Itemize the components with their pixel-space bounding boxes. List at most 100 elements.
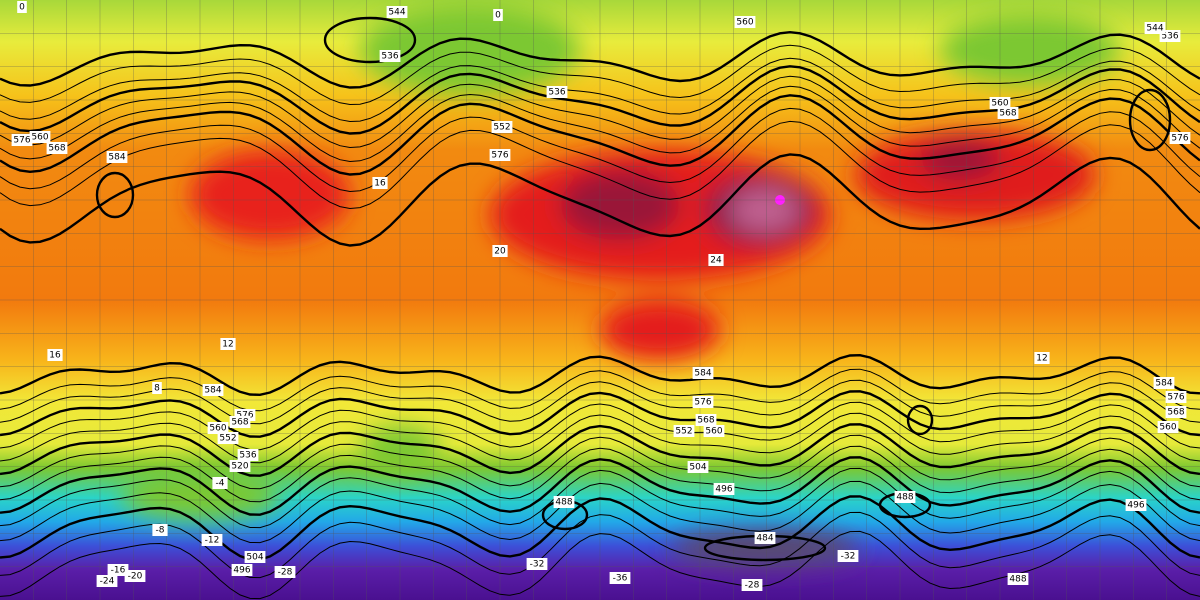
temperature-label-box (741, 579, 763, 591)
height-label: 560 (703, 425, 725, 437)
height-label-box (106, 151, 128, 163)
height-label-text: 560 (991, 99, 1008, 109)
temperature-label: 16 (47, 349, 63, 361)
temperature-label-box (152, 382, 162, 394)
temperature-label-box (837, 550, 859, 562)
temperature-label: 12 (1034, 352, 1050, 364)
temperature-label: -8 (152, 524, 168, 536)
height-label-box (754, 532, 776, 544)
temperature-label: -24 (96, 575, 118, 587)
height-label-box (687, 461, 709, 473)
height-label-text: 488 (896, 493, 913, 503)
contour-ring (323, 16, 417, 64)
temperature-label-text: 0 (495, 11, 501, 21)
contour-line (0, 401, 1200, 451)
temperature-label: -36 (609, 572, 631, 584)
temperature-label-box (526, 558, 548, 570)
temperature-label: 16 (372, 177, 388, 189)
contour-line (0, 511, 1200, 579)
contour-line (0, 412, 1200, 464)
temperature-label-text: -32 (530, 560, 545, 570)
height-label-box (692, 367, 714, 379)
height-label-box (1165, 391, 1187, 403)
temperature-label: 8 (152, 382, 162, 394)
temperature-label: -32 (526, 558, 548, 570)
height-label-text: 576 (491, 151, 508, 161)
height-label-text: 544 (388, 8, 405, 18)
height-label-text: 504 (689, 463, 706, 473)
contour-line (0, 390, 1200, 438)
temperature-label: -32 (837, 550, 859, 562)
temperature-label-text: -32 (841, 552, 856, 562)
height-label-text: 536 (548, 88, 565, 98)
temperature-label-box (1034, 352, 1050, 364)
height-label-text: 488 (555, 498, 572, 508)
temperature-label: 0 (493, 9, 503, 21)
temperature-label-text: -4 (216, 479, 225, 489)
temperature-label-box (96, 575, 118, 587)
height-label-text: 576 (13, 136, 30, 146)
contour-line (0, 456, 1200, 516)
height-label-box (379, 50, 401, 62)
temperature-label: 0 (17, 1, 27, 13)
height-label-box (692, 396, 714, 408)
height-label-box (29, 131, 51, 143)
temperature-label-text: -28 (745, 581, 760, 591)
height-label: 576 (1169, 132, 1191, 144)
height-label-box (231, 564, 253, 576)
height-label-text: 536 (381, 52, 398, 62)
height-label: 568 (997, 107, 1019, 119)
height-label-box (997, 107, 1019, 119)
contour-line (0, 480, 1200, 544)
height-label-text: 576 (694, 398, 711, 408)
temperature-label-text: 8 (154, 384, 160, 394)
temperature-label-box (107, 564, 129, 576)
contour-ring (1128, 88, 1172, 152)
height-label-box (202, 384, 224, 396)
temperature-label-box (220, 338, 236, 350)
height-label-box (894, 491, 916, 503)
contour-line (0, 30, 1200, 89)
height-label-box (1125, 499, 1147, 511)
height-label: 584 (202, 384, 224, 396)
temperature-label-box (17, 1, 27, 13)
temperature-label: -28 (274, 566, 296, 578)
contour-line (0, 368, 1200, 412)
temperature-label-text: -28 (278, 568, 293, 578)
contour-line (0, 530, 1200, 600)
height-label: 584 (692, 367, 714, 379)
height-label: 552 (217, 432, 239, 444)
height-label-text: 576 (1171, 134, 1188, 144)
contour-labels: 5445365605365445365525765605685765845605… (11, 1, 1191, 591)
temperature-label-text: 20 (494, 247, 506, 257)
height-label: 544 (386, 6, 408, 18)
contour-line (0, 353, 1200, 397)
contour-line (0, 120, 1200, 210)
height-label: 576 (1165, 391, 1187, 403)
height-label-box (491, 121, 513, 133)
height-label-text: 496 (233, 566, 250, 576)
height-label-text: 584 (204, 386, 221, 396)
height-label-box (695, 414, 717, 426)
height-label-box (229, 460, 251, 472)
temperature-label-box (47, 349, 63, 361)
height-label-text: 584 (1155, 379, 1172, 389)
height-label: 568 (695, 414, 717, 426)
temperature-label-box (124, 570, 146, 582)
height-label-text: 560 (736, 18, 753, 28)
temperature-label: -4 (212, 477, 228, 489)
height-label: 496 (231, 564, 253, 576)
height-label: 504 (244, 551, 266, 563)
temperature-label-box (708, 254, 724, 266)
height-label-text: 568 (48, 144, 65, 154)
height-label: 552 (491, 121, 513, 133)
height-label: 584 (1153, 377, 1175, 389)
height-label-text: 568 (1167, 408, 1184, 418)
temperature-label-text: -20 (128, 572, 143, 582)
height-label-box (237, 449, 259, 461)
temperature-label-text: 16 (374, 179, 386, 189)
height-label-box (553, 496, 575, 508)
temperature-label: -12 (201, 534, 223, 546)
height-label: 576 (692, 396, 714, 408)
